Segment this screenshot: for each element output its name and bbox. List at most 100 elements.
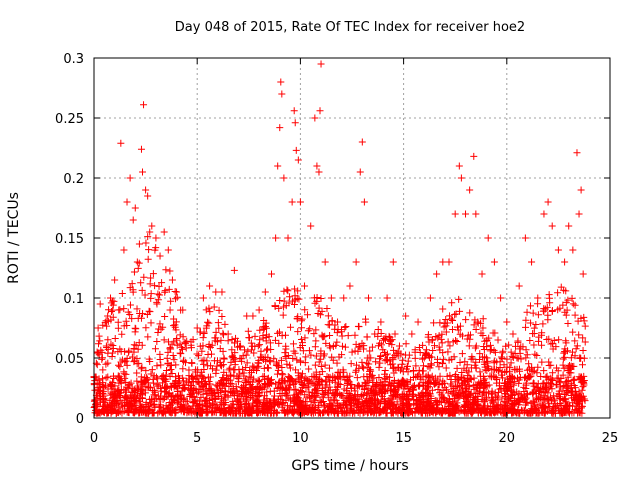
cloud-point — [439, 407, 447, 415]
cloud-point — [365, 354, 373, 362]
cloud-point — [219, 329, 227, 337]
cloud-point — [95, 349, 103, 357]
cloud-point — [273, 409, 281, 417]
cloud-point — [221, 382, 229, 390]
data-point — [140, 101, 148, 109]
cloud-point — [154, 392, 162, 400]
cloud-point — [109, 345, 117, 353]
cloud-point — [579, 347, 587, 355]
cloud-point — [304, 327, 312, 335]
cloud-point — [348, 348, 356, 356]
cloud-point — [138, 363, 146, 371]
cloud-point — [149, 409, 157, 417]
cloud-point — [218, 312, 226, 320]
cloud-point — [556, 304, 564, 312]
cloud-point — [170, 406, 178, 414]
cloud-point — [401, 406, 409, 414]
cloud-point — [523, 366, 531, 374]
cloud-point — [161, 313, 169, 321]
cloud-point — [249, 399, 257, 407]
cloud-point — [241, 346, 249, 354]
cloud-point — [183, 337, 191, 345]
cloud-point — [531, 401, 539, 409]
cloud-point — [424, 373, 432, 381]
cloud-point — [559, 371, 567, 379]
cloud-point — [283, 389, 291, 397]
cloud-point — [137, 386, 145, 394]
cloud-point — [282, 342, 290, 350]
cloud-point — [537, 373, 545, 381]
cloud-point — [213, 403, 221, 411]
cloud-point — [278, 364, 286, 372]
cloud-point — [312, 352, 320, 360]
cloud-point — [323, 373, 331, 381]
cloud-point — [121, 396, 129, 404]
data-point — [94, 324, 102, 332]
cloud-point — [224, 393, 232, 401]
cloud-point — [256, 336, 264, 344]
cloud-point — [326, 383, 334, 391]
cloud-point — [286, 293, 294, 301]
cloud-point — [299, 347, 307, 355]
cloud-point — [408, 386, 416, 394]
cloud-point — [567, 362, 575, 370]
cloud-point — [160, 336, 168, 344]
cloud-point — [412, 362, 420, 370]
cloud-point — [579, 378, 587, 386]
cloud-point — [207, 387, 215, 395]
cloud-point — [528, 405, 536, 413]
cloud-point — [142, 239, 150, 247]
cloud-point — [547, 382, 555, 390]
cloud-point — [216, 405, 224, 413]
cloud-point — [351, 331, 359, 339]
cloud-point — [95, 332, 103, 340]
data-point — [93, 348, 101, 356]
cloud-point — [447, 375, 455, 383]
cloud-point — [272, 380, 280, 388]
cloud-point — [500, 380, 508, 388]
cloud-point — [147, 319, 155, 327]
cloud-point — [225, 366, 233, 374]
cloud-point — [436, 372, 444, 380]
data-point — [565, 222, 573, 230]
cloud-point — [205, 304, 213, 312]
cloud-point — [91, 377, 99, 385]
data-point — [334, 318, 342, 326]
cloud-point — [315, 358, 323, 366]
cloud-point — [180, 385, 188, 393]
data-point — [288, 198, 296, 206]
cloud-point — [504, 395, 512, 403]
cloud-point — [247, 346, 255, 354]
data-point — [284, 234, 292, 242]
cloud-point — [453, 364, 461, 372]
cloud-point — [363, 373, 371, 381]
cloud-point — [154, 296, 162, 304]
cloud-point — [431, 342, 438, 350]
cloud-point — [140, 273, 148, 281]
cloud-point — [508, 378, 516, 386]
cloud-point — [442, 328, 450, 336]
cloud-point — [263, 395, 271, 403]
cloud-point — [220, 355, 228, 363]
cloud-point — [144, 402, 152, 410]
cloud-point — [562, 403, 570, 411]
data-point — [360, 198, 368, 206]
cloud-point — [130, 386, 138, 394]
cloud-point — [175, 397, 183, 405]
cloud-point — [483, 367, 491, 375]
cloud-point — [368, 343, 376, 351]
tick-labels: 0 0.05 0.1 0.15 0.2 0.25 0.3 0 5 10 15 20 25 — [55, 52, 618, 446]
cloud-point — [380, 336, 387, 344]
cloud-point — [575, 388, 583, 396]
cloud-point — [460, 364, 468, 372]
cloud-point — [304, 407, 312, 415]
cloud-point — [108, 383, 116, 391]
cloud-point — [461, 409, 469, 417]
cloud-point — [258, 384, 266, 392]
cloud-point — [144, 379, 152, 387]
cloud-point — [347, 384, 355, 392]
cloud-point — [548, 339, 556, 347]
cloud-point — [285, 373, 293, 381]
cloud-point — [228, 346, 236, 354]
